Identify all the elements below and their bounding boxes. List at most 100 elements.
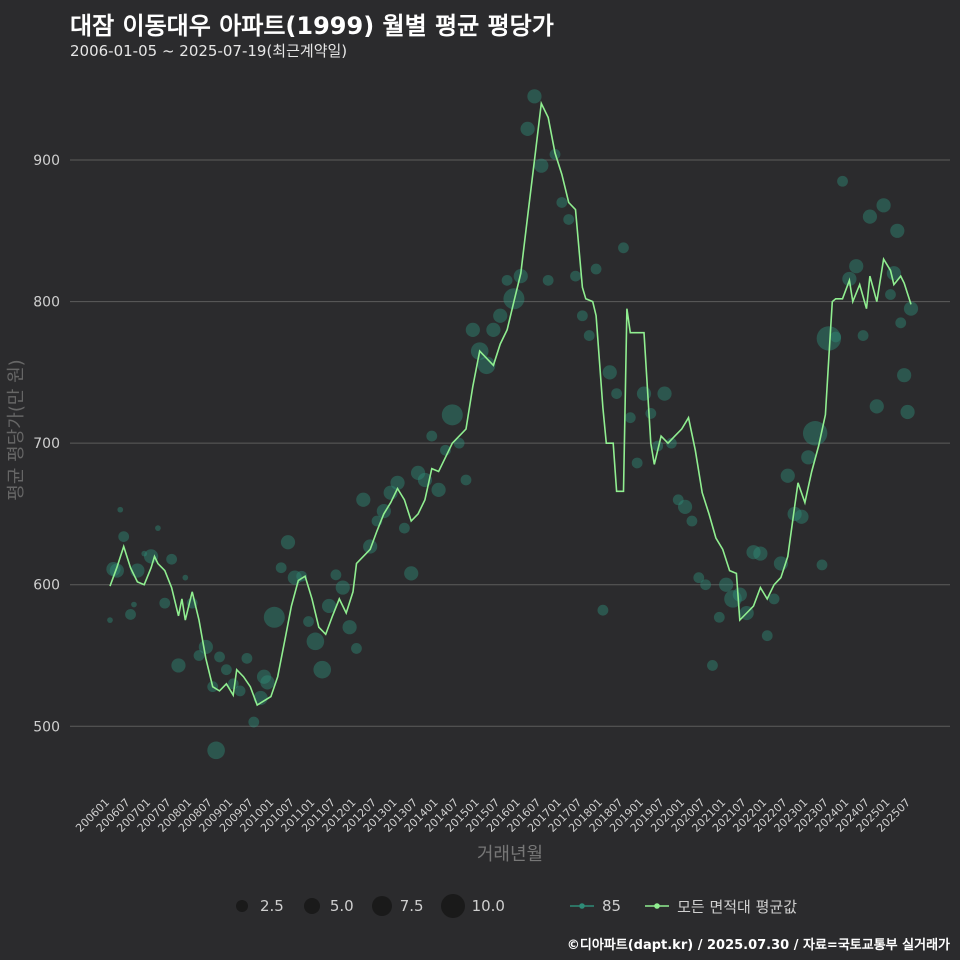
data-point-85 xyxy=(768,593,780,605)
data-point-85 xyxy=(576,310,588,322)
data-point-85 xyxy=(193,650,205,661)
x-axis-label: 거래년월 xyxy=(477,844,543,865)
data-point-85 xyxy=(802,421,828,446)
data-point-85 xyxy=(303,616,314,627)
size-legend-label: 5.0 xyxy=(329,897,354,915)
data-point-85 xyxy=(501,274,513,286)
data-point-85 xyxy=(611,388,623,400)
data-point-85 xyxy=(398,522,410,534)
data-point-85 xyxy=(597,604,609,616)
series-legend-item-85: 85 xyxy=(568,897,627,915)
data-point-85 xyxy=(241,652,253,664)
data-point-85 xyxy=(837,175,848,187)
data-point-85 xyxy=(426,430,438,442)
data-point-85 xyxy=(410,465,426,480)
chart-title: 대잠 이동대우 아파트(1999) 월별 평균 평당가 xyxy=(70,12,554,40)
data-point-85 xyxy=(342,620,357,635)
data-point-85 xyxy=(677,499,693,514)
data-point-85 xyxy=(583,330,595,341)
data-point-85 xyxy=(118,531,130,542)
data-point-85 xyxy=(390,475,405,490)
data-point-85 xyxy=(602,365,617,380)
size-legend-dot xyxy=(236,900,248,912)
data-point-85 xyxy=(527,89,542,104)
data-point-85 xyxy=(746,545,761,560)
credit-text: ©디아파트(dapt.kr) / 2025.07.30 / 자료=국토교통부 실… xyxy=(566,938,950,953)
data-point-85 xyxy=(761,630,773,642)
data-point-85 xyxy=(493,308,508,323)
series-legend-label: 85 xyxy=(602,897,622,915)
data-point-85 xyxy=(313,660,332,679)
data-point-85 xyxy=(141,550,148,557)
data-point-85 xyxy=(125,609,136,620)
data-point-85 xyxy=(256,669,272,684)
data-point-85 xyxy=(356,492,371,507)
data-point-85 xyxy=(563,214,575,225)
data-point-85 xyxy=(117,506,124,513)
data-point-85 xyxy=(131,601,137,608)
data-point-85 xyxy=(260,675,275,690)
data-point-85 xyxy=(903,301,919,316)
data-point-85 xyxy=(330,569,342,581)
series-legend: 85 모든 면적대 평균값 xyxy=(568,893,813,919)
data-point-85 xyxy=(876,198,891,213)
data-point-85 xyxy=(645,408,657,419)
data-point-85 xyxy=(890,223,905,238)
data-point-85 xyxy=(275,562,287,574)
data-point-85 xyxy=(477,356,496,375)
data-point-85 xyxy=(862,209,878,224)
data-point-85 xyxy=(363,539,378,554)
data-point-85 xyxy=(652,440,664,452)
data-point-85 xyxy=(885,289,896,300)
data-point-85 xyxy=(707,660,718,671)
data-point-85 xyxy=(693,572,705,584)
data-point-85 xyxy=(590,263,602,275)
data-point-85 xyxy=(849,259,864,274)
data-point-85 xyxy=(351,643,362,654)
series-line-average xyxy=(109,100,912,707)
size-legend-item: 7.5 xyxy=(370,894,430,918)
data-point-85 xyxy=(155,525,161,531)
data-point-85 xyxy=(234,685,246,697)
data-point-85 xyxy=(857,330,869,341)
data-point-85 xyxy=(296,570,308,582)
data-point-85 xyxy=(713,611,725,623)
data-point-85 xyxy=(306,632,325,651)
data-point-85 xyxy=(672,494,684,506)
size-legend-label: 2.5 xyxy=(260,897,284,915)
size-legend-item: 2.5 xyxy=(230,894,290,918)
size-legend-dot xyxy=(440,894,465,918)
data-point-85 xyxy=(171,658,186,673)
data-point-85 xyxy=(753,546,768,561)
data-point-85 xyxy=(732,587,747,602)
data-point-85 xyxy=(657,386,672,401)
data-point-85 xyxy=(636,386,652,401)
data-point-85 xyxy=(542,274,554,286)
size-legend-dot xyxy=(303,898,320,914)
data-point-85 xyxy=(465,322,480,338)
data-point-85 xyxy=(787,506,802,522)
data-point-85 xyxy=(900,404,915,420)
data-point-85 xyxy=(830,331,842,343)
data-point-85 xyxy=(441,404,463,426)
data-point-85 xyxy=(321,598,337,614)
data-point-85 xyxy=(520,121,535,136)
size-legend-dot xyxy=(371,896,392,916)
data-point-85 xyxy=(159,597,171,609)
data-point-85 xyxy=(166,553,178,565)
data-point-85 xyxy=(816,326,842,351)
size-legend-label: 10.0 xyxy=(471,897,505,915)
size-legend-item: 5.0 xyxy=(300,894,360,918)
size-legend: 2.5 5.0 7.5 10.0 xyxy=(230,893,521,919)
data-point-85 xyxy=(207,741,225,760)
data-point-85 xyxy=(198,639,213,655)
data-point-85 xyxy=(869,399,884,414)
y-tick-label: 900 xyxy=(33,153,60,169)
y-tick-label: 500 xyxy=(33,719,60,735)
data-point-85 xyxy=(109,563,124,578)
chart-subtitle: 2006-01-05 ~ 2025-07-19(최근계약일) xyxy=(70,42,348,60)
data-point-85 xyxy=(486,322,501,338)
y-axis-label: 평균 평당가(만 원) xyxy=(6,359,27,500)
data-point-85 xyxy=(280,535,296,550)
